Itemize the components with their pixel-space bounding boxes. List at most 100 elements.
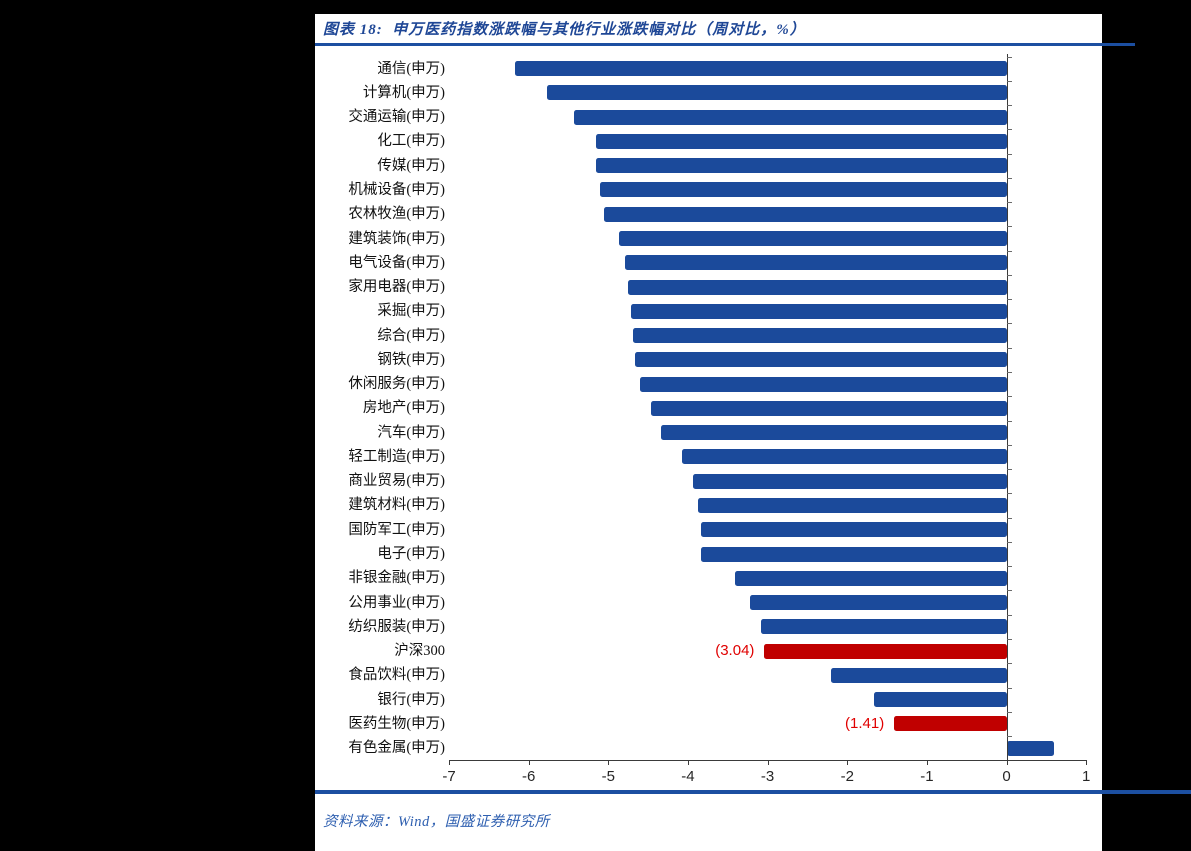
x-tick — [1086, 760, 1088, 765]
zero-axis-tick — [1006, 56, 1012, 58]
category-label: 休闲服务(申万) — [348, 376, 445, 393]
category-label: 食品饮料(申万) — [348, 667, 445, 684]
bar — [603, 206, 1007, 222]
x-tick-label: -3 — [760, 768, 775, 785]
category-label: 农林牧渔(申万) — [348, 206, 445, 223]
zero-axis-tick — [1006, 711, 1012, 713]
x-tick-label: -4 — [681, 768, 695, 785]
category-label: 建筑装饰(申万) — [348, 230, 445, 247]
category-label: 建筑材料(申万) — [348, 497, 445, 514]
bar — [631, 303, 1007, 319]
category-label: 沪深300 — [394, 643, 445, 660]
category-label: 家用电器(申万) — [348, 279, 445, 296]
x-tick — [767, 760, 769, 765]
category-label: 电子(申万) — [377, 546, 445, 563]
x-tick-label: 1 — [1082, 768, 1091, 785]
bar — [750, 595, 1007, 611]
x-tick — [528, 760, 530, 765]
category-label: 交通运输(申万) — [348, 109, 445, 126]
category-label: 纺织服装(申万) — [348, 618, 445, 635]
category-label: 医药生物(申万) — [348, 715, 445, 732]
category-label: 房地产(申万) — [362, 400, 445, 417]
category-label: 计算机(申万) — [362, 84, 445, 101]
zero-axis-tick — [1006, 517, 1012, 519]
zero-axis-tick — [1006, 396, 1012, 398]
bar — [700, 522, 1007, 538]
zero-axis-tick — [1006, 638, 1012, 640]
zero-axis-tick — [1006, 347, 1012, 349]
title-rule — [315, 43, 1135, 46]
bar — [595, 133, 1007, 149]
bar — [660, 425, 1007, 441]
bar — [574, 109, 1007, 125]
value-label: (1.41) — [845, 714, 885, 732]
zero-axis-tick — [1006, 202, 1012, 204]
chart-title: 图表 18: 申万医药指数涨跌幅与其他行业涨跌幅对比（周对比，%） — [323, 22, 806, 38]
zero-axis-tick — [1006, 614, 1012, 616]
category-label: 汽车(申万) — [377, 424, 445, 441]
x-tick — [926, 760, 928, 765]
bar — [697, 497, 1007, 513]
zero-axis-tick — [1006, 226, 1012, 228]
zero-axis-tick — [1006, 372, 1012, 373]
bottom-rule — [315, 790, 1191, 794]
zero-axis-tick — [1006, 274, 1012, 276]
bar — [764, 643, 1007, 659]
zero-axis-tick — [1006, 80, 1012, 82]
zero-axis-line — [1006, 53, 1008, 760]
bar — [894, 716, 1007, 732]
source-note: 资料来源：Wind，国盛证券研究所 — [323, 814, 550, 830]
bar — [546, 85, 1007, 101]
x-tick-label: -2 — [840, 768, 854, 785]
bar — [618, 231, 1007, 247]
category-label: 商业贸易(申万) — [348, 473, 445, 490]
category-label: 综合(申万) — [377, 327, 445, 344]
zero-axis-tick — [1006, 493, 1012, 495]
category-label: 银行(申万) — [377, 691, 445, 708]
category-label: 采掘(申万) — [377, 303, 445, 320]
zero-axis-tick — [1006, 541, 1012, 543]
category-label: 有色金属(申万) — [348, 740, 445, 757]
zero-axis-tick — [1006, 444, 1012, 446]
bar — [692, 473, 1007, 489]
x-tick — [847, 760, 849, 765]
category-label: 公用事业(申万) — [348, 594, 445, 611]
zero-axis-tick — [1006, 420, 1012, 422]
category-label: 传媒(申万) — [377, 157, 445, 174]
zero-axis-tick — [1006, 153, 1012, 155]
bar — [600, 182, 1007, 198]
x-tick-label: 0 — [1002, 768, 1011, 785]
zero-axis-tick — [1006, 590, 1012, 592]
zero-axis-tick — [1006, 687, 1012, 689]
x-tick-label: -5 — [601, 768, 615, 785]
bar — [650, 400, 1007, 416]
zero-axis-tick — [1006, 129, 1012, 131]
bar — [1006, 740, 1054, 756]
zero-axis-tick — [1006, 105, 1012, 107]
bar — [701, 546, 1007, 562]
bar — [628, 279, 1007, 295]
category-label: 国防军工(申万) — [348, 521, 445, 538]
bar — [515, 61, 1007, 77]
x-tick — [1006, 760, 1008, 765]
zero-axis-tick — [1006, 250, 1012, 252]
bar — [625, 255, 1007, 271]
bar-chart: 通信(申万) 计算机(申万) 交通运输(申万) 化工(申万) 传媒(申万) 机械设备(申万… — [315, 14, 1102, 814]
zero-axis-tick — [1006, 177, 1012, 179]
category-label: 电气设备(申万) — [348, 254, 445, 271]
category-label: 通信(申万) — [377, 60, 445, 77]
x-tick — [449, 760, 450, 765]
x-tick-label: -6 — [521, 768, 536, 785]
category-label: 非银金融(申万) — [348, 570, 445, 587]
zero-axis-tick — [1006, 663, 1012, 665]
zero-axis-tick — [1006, 299, 1012, 301]
bar — [640, 376, 1007, 392]
category-label: 轻工制造(申万) — [348, 448, 445, 465]
zero-axis-tick — [1006, 323, 1012, 325]
zero-axis-tick — [1006, 736, 1012, 738]
bar — [734, 570, 1007, 586]
bar — [635, 352, 1007, 368]
bar — [596, 158, 1007, 174]
bar — [632, 328, 1007, 344]
